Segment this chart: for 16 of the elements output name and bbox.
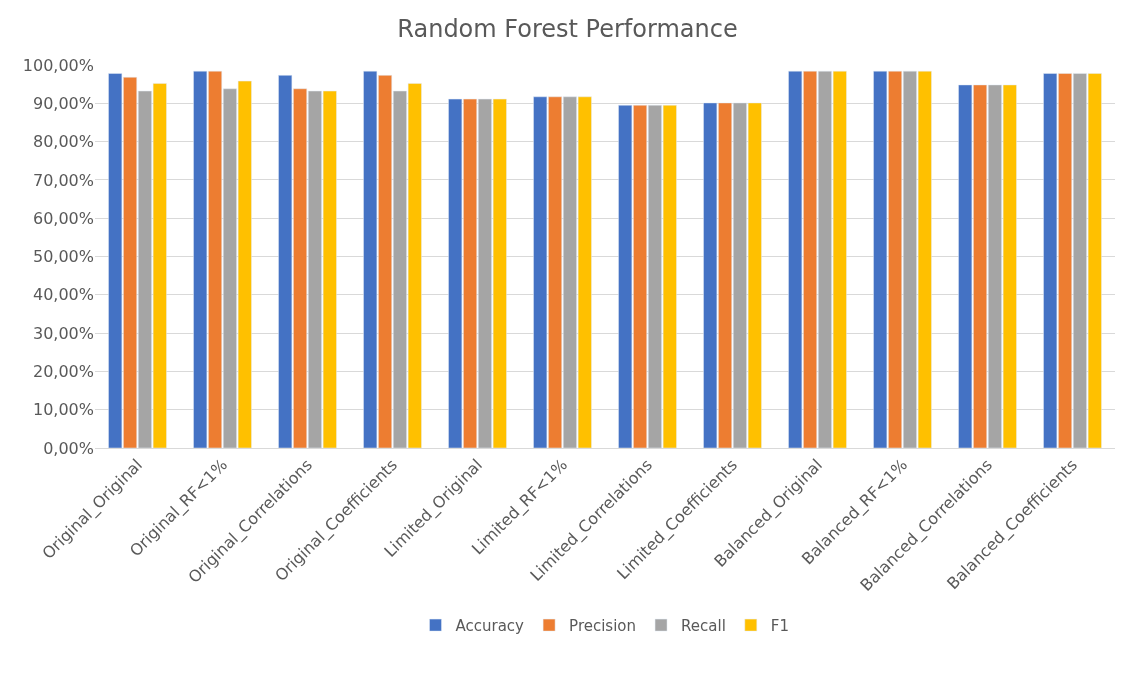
y-tick-label: 70,00% — [32, 170, 94, 190]
legend-label: Precision — [569, 616, 637, 635]
y-tick-label: 90,00% — [32, 93, 94, 113]
y-tick-label: 100,00% — [22, 55, 94, 75]
y-tick-label: 60,00% — [32, 208, 94, 228]
y-tick-label: 20,00% — [32, 362, 94, 381]
legend-label: Accuracy — [455, 616, 525, 635]
legend-label: Recall — [681, 616, 726, 635]
y-tick-label: 10,00% — [32, 400, 94, 420]
legend-label: F1 — [770, 616, 789, 635]
y-tick-label: 40,00% — [32, 285, 94, 305]
y-tick-label: 0,00% — [43, 438, 94, 458]
chart-title: Random Forest Performance — [397, 15, 738, 44]
y-tick-label: 80,00% — [32, 132, 94, 152]
y-tick-label: 50,00% — [32, 247, 94, 267]
y-tick-label: 30,00% — [32, 323, 94, 343]
